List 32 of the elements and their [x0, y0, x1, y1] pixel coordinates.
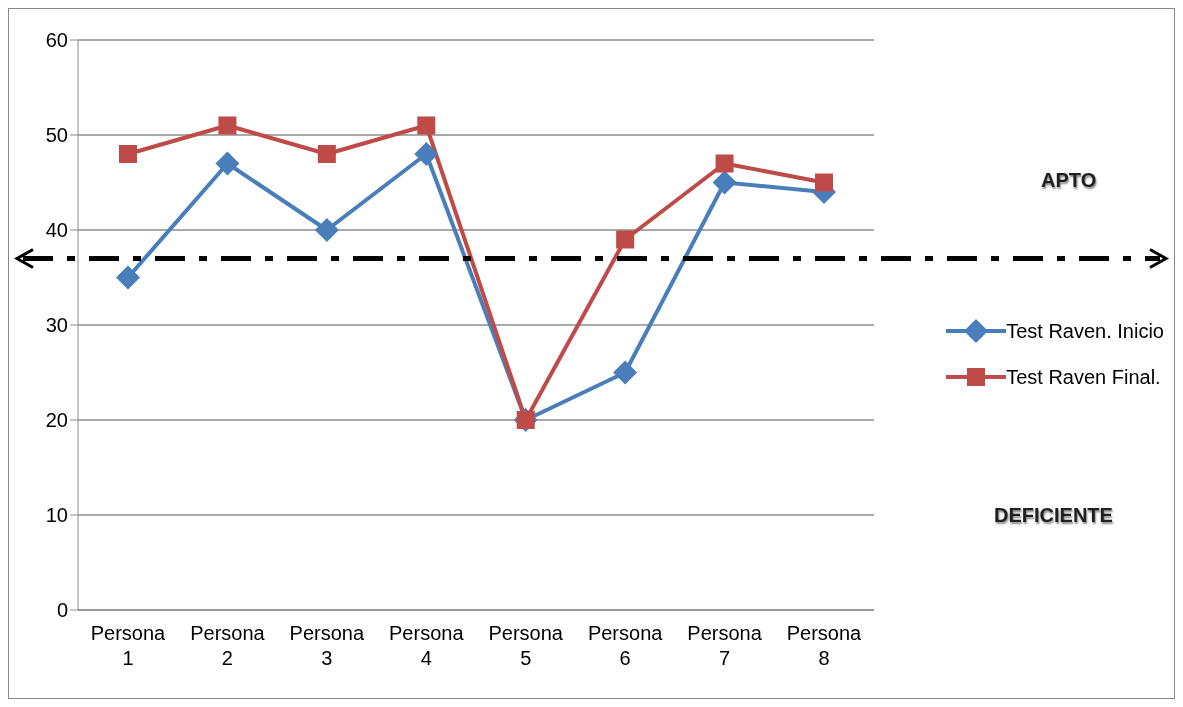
- y-tick-label: 30: [45, 314, 68, 337]
- point: [314, 218, 339, 242]
- point: [417, 116, 436, 135]
- point: [616, 230, 635, 249]
- y-tick-label: 0: [56, 599, 68, 622]
- text: APTO: [1041, 169, 1097, 192]
- point: [613, 360, 638, 385]
- point: [215, 151, 240, 176]
- x-tick-label: Persona 4: [389, 622, 465, 669]
- point: [712, 170, 737, 195]
- x-tick-label: Persona 3: [289, 622, 365, 669]
- legend-label: Test Raven. Inicio: [1006, 319, 1164, 343]
- y-tick-label: 20: [45, 409, 68, 432]
- y-tick-label: 60: [45, 29, 68, 52]
- point: [414, 142, 439, 166]
- y-tick-label: 50: [45, 124, 68, 147]
- x-tick-label: Persona 8: [786, 622, 863, 669]
- x-tick-label: Persona 7: [687, 622, 763, 669]
- x-tick-label: Persona 2: [190, 622, 266, 669]
- text: DEFICIENTE: [994, 504, 1113, 527]
- point: [218, 116, 237, 135]
- point: [317, 145, 336, 163]
- y-tick-label: 40: [45, 219, 68, 242]
- point: [815, 173, 833, 192]
- point: [116, 265, 140, 290]
- x-tick-label: Persona 5: [488, 622, 564, 669]
- y-tick-label: 10: [45, 504, 68, 527]
- legend-label: Test Raven Final.: [1006, 365, 1161, 389]
- x-tick-label: Persona 1: [90, 622, 167, 669]
- point: [119, 145, 137, 163]
- point: [715, 154, 734, 173]
- x-tick-label: Persona 6: [587, 622, 664, 669]
